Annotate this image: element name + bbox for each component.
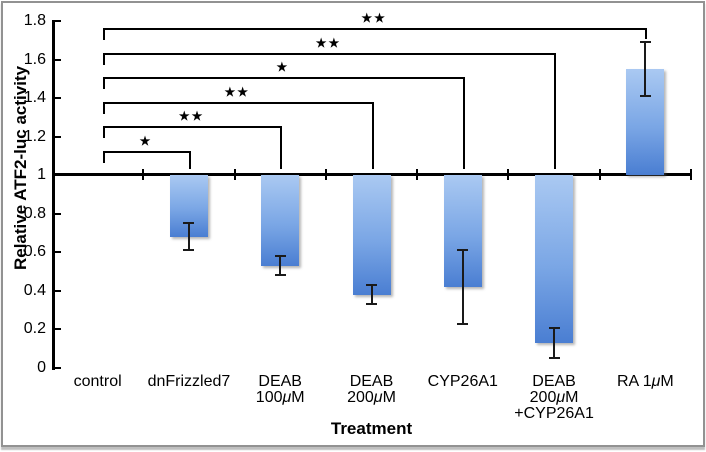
significance-bracket-left-end <box>103 28 105 40</box>
error-bar-cap <box>366 303 377 306</box>
bar-error-bar <box>553 327 556 359</box>
y-tick-label: 0.6 <box>23 243 46 261</box>
error-bar-cap <box>274 274 286 277</box>
x-category-label: DEAB 100μM <box>255 373 305 406</box>
significance-bracket-right-end <box>371 101 374 169</box>
y-axis-tick <box>55 289 61 292</box>
error-bar-cap <box>639 95 651 98</box>
error-bar-cap <box>183 249 195 252</box>
bar-error-bar <box>644 42 647 97</box>
significance-bracket-right-end <box>188 151 191 169</box>
y-axis-line <box>52 20 55 370</box>
significance-bracket <box>103 77 465 80</box>
error-bar-cap <box>366 284 377 287</box>
significance-bracket-left-end <box>103 77 105 90</box>
significance-bracket-right-end <box>462 77 465 169</box>
significance-bracket <box>103 101 374 104</box>
significance-bracket-left-end <box>103 151 105 163</box>
bar-error-bar <box>279 256 282 276</box>
x-axis-tick <box>690 169 692 180</box>
x-category-label: RA 1μM <box>616 373 674 390</box>
y-tick-label: 0 <box>37 359 46 376</box>
x-category-label: dnFrizzled7 <box>147 373 231 390</box>
error-bar-cap <box>548 357 560 360</box>
bar <box>535 175 574 343</box>
y-axis-tick <box>55 58 61 61</box>
error-bar-cap <box>548 326 560 329</box>
significance-bracket <box>103 126 283 129</box>
y-tick-label: 1.4 <box>23 89 46 107</box>
y-tick-label: 1 <box>37 166 46 184</box>
y-tick-label: 1.8 <box>23 12 46 29</box>
significance-bracket <box>103 28 648 30</box>
error-bar-cap <box>274 255 286 258</box>
significance-label: ★★ <box>178 109 205 124</box>
significance-label: ★ <box>276 60 290 75</box>
x-category-label: DEAB 200μM +CYP26A1 <box>514 373 594 422</box>
y-axis-tick <box>55 135 61 138</box>
significance-label: ★★ <box>361 11 387 25</box>
y-axis-tick <box>55 174 61 177</box>
error-bar-cap <box>457 322 469 325</box>
bar-error-bar <box>187 223 190 251</box>
x-axis-tick <box>598 169 601 180</box>
y-axis-tick <box>55 251 61 254</box>
significance-bracket-right-end <box>554 52 557 169</box>
x-category-label: CYP26A1 <box>427 373 498 390</box>
significance-bracket-left-end <box>103 101 105 114</box>
y-axis-tick <box>55 367 61 369</box>
x-category-label: DEAB 200μM <box>347 373 396 406</box>
x-axis-tick <box>142 169 145 180</box>
x-axis-tick <box>416 169 419 180</box>
significance-bracket-left-end <box>103 126 105 139</box>
significance-bracket-right-end <box>280 126 283 169</box>
y-tick-label: 0.8 <box>23 204 46 222</box>
y-tick-label: 1.6 <box>23 50 46 68</box>
significance-bracket-left-end <box>103 52 105 65</box>
bar <box>352 175 391 295</box>
baseline-axis <box>52 173 691 176</box>
bar-error-bar <box>370 285 373 305</box>
x-axis-title: Treatment <box>330 419 413 438</box>
bar <box>261 175 300 266</box>
y-tick-label: 0.4 <box>23 281 46 299</box>
significance-label: ★★ <box>315 35 342 50</box>
y-axis-tick <box>55 20 61 22</box>
y-axis-tick <box>55 328 61 331</box>
x-category-label: control <box>73 373 122 390</box>
x-axis-tick <box>233 169 236 180</box>
significance-label: ★★ <box>224 84 251 99</box>
significance-bracket <box>103 151 191 153</box>
significance-label: ★ <box>139 134 153 148</box>
bar-error-bar <box>461 250 464 324</box>
x-axis-tick <box>507 169 510 180</box>
x-axis-tick <box>324 169 327 180</box>
significance-bracket <box>103 52 557 55</box>
y-axis-tick <box>55 212 61 215</box>
y-axis-tick <box>55 97 61 100</box>
error-bar-cap <box>639 41 651 44</box>
error-bar-cap <box>183 222 195 225</box>
y-tick-label: 0.2 <box>23 320 46 338</box>
error-bar-cap <box>457 249 469 252</box>
significance-bracket-right-end <box>645 28 648 40</box>
y-tick-label: 1.2 <box>23 127 46 145</box>
